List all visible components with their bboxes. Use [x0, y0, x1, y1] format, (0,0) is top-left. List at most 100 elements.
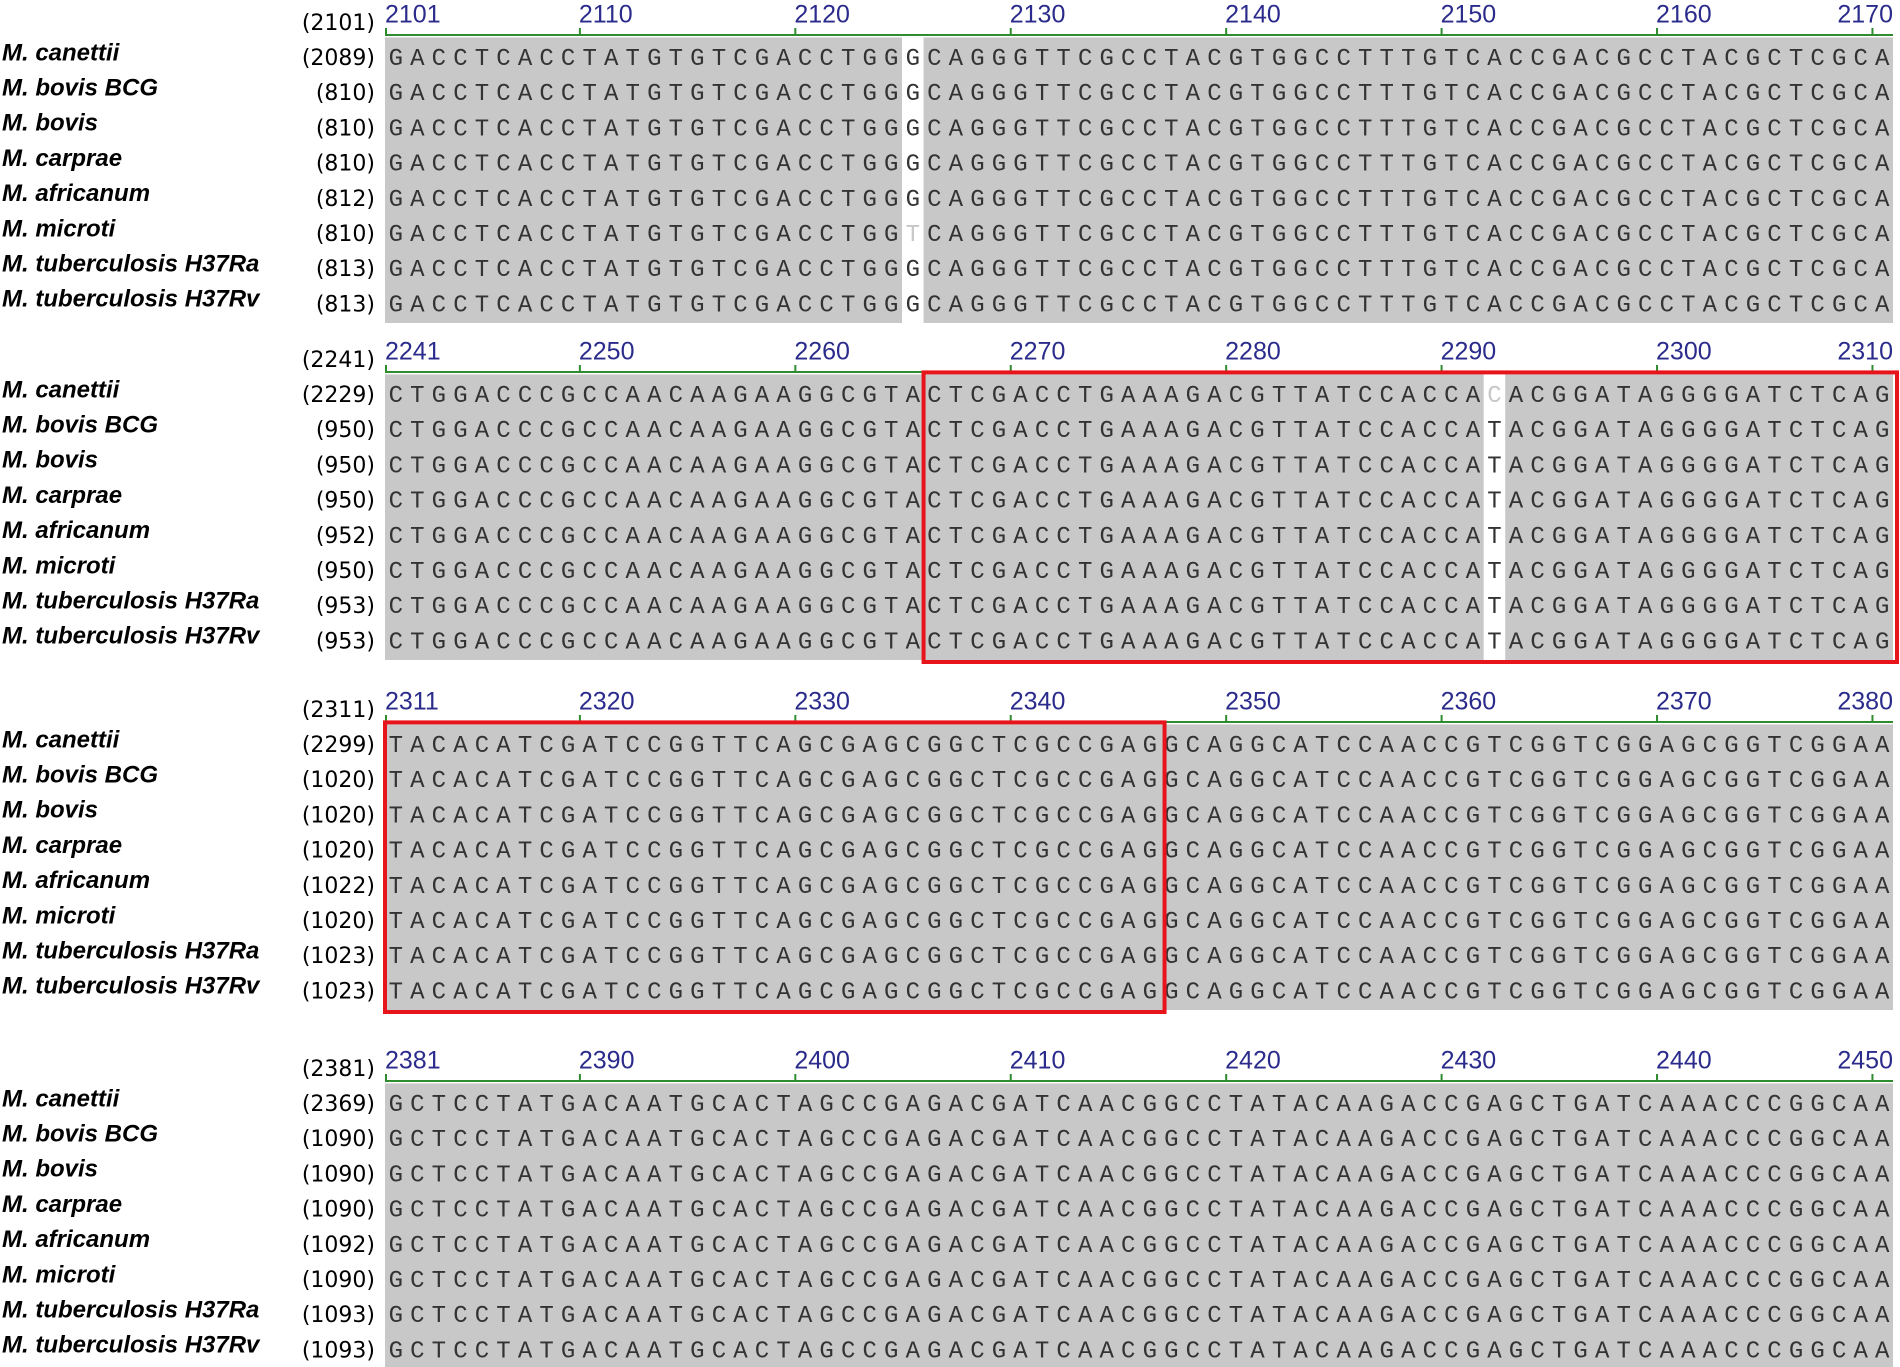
ruler-header: (2311) [302, 698, 375, 723]
ruler-label: 2241 [385, 338, 441, 366]
start-position: (2229) [302, 383, 375, 408]
species-name: M. bovis BCG [2, 75, 158, 102]
alignment-block: (2101) 2101 2110 2120 2130 2140 2150 2160 2170 M.… [2, 1, 1893, 324]
ruler-label: 2280 [1225, 338, 1281, 366]
start-position: (810) [316, 81, 375, 106]
start-position: (950) [316, 559, 375, 584]
ruler-label: 2130 [1010, 1, 1066, 29]
ruler-label: 2430 [1441, 1047, 1497, 1075]
start-position: (812) [316, 187, 375, 212]
alignment-block: (2241) 2241 2250 2260 2270 2280 2290 2300 2310 M.… [2, 338, 1899, 664]
start-position: (1093) [302, 1303, 375, 1328]
ruler-label: 2140 [1225, 1, 1281, 29]
start-position: (1020) [302, 803, 375, 828]
start-position: (953) [316, 594, 375, 619]
species-name: M. tuberculosis H37Ra [2, 588, 259, 615]
species-name: M. carprae [2, 832, 122, 859]
species-name: M. tuberculosis H37Rv [2, 286, 261, 313]
start-position: (1023) [302, 979, 375, 1004]
species-name: M. tuberculosis H37Ra [2, 251, 259, 278]
species-name: M. canettii [2, 726, 121, 753]
start-position: (810) [316, 152, 375, 177]
ruler-label: 2101 [385, 1, 441, 29]
shading [385, 1083, 1893, 1367]
species-name: M. microti [2, 215, 117, 242]
unshaded-column [902, 37, 924, 324]
ruler-label: 2290 [1441, 338, 1497, 366]
start-position: (1090) [302, 1198, 375, 1223]
start-position: (2369) [302, 1092, 375, 1117]
species-name: M. africanum [2, 517, 150, 544]
ruler-label: 2310 [1837, 338, 1893, 366]
start-position: (1020) [302, 909, 375, 934]
species-name: M. canettii [2, 376, 121, 403]
species-name: M. bovis [2, 1156, 98, 1183]
species-name: M. bovis BCG [2, 762, 158, 789]
species-name: M. africanum [2, 180, 150, 207]
start-position: (2089) [302, 46, 375, 71]
ruler-label: 2120 [794, 1, 850, 29]
species-name: M. carprae [2, 145, 122, 172]
start-position: (1020) [302, 768, 375, 793]
ruler-label: 2250 [579, 338, 635, 366]
ruler-label: 2360 [1441, 688, 1497, 716]
start-position: (1090) [302, 1127, 375, 1152]
species-name: M. tuberculosis H37Rv [2, 1332, 261, 1359]
start-position: (2299) [302, 733, 375, 758]
ruler-label: 2311 [385, 688, 439, 716]
start-position: (810) [316, 116, 375, 141]
ruler-label: 2420 [1225, 1047, 1281, 1075]
start-position: (1093) [302, 1338, 375, 1363]
highlight-box [921, 370, 1899, 664]
species-name: M. tuberculosis H37Rv [2, 973, 261, 1000]
start-position: (1023) [302, 944, 375, 969]
start-position: (810) [316, 222, 375, 247]
start-position: (1090) [302, 1162, 375, 1187]
ruler-label: 2381 [385, 1047, 441, 1075]
start-position: (950) [316, 489, 375, 514]
species-name: M. canettii [2, 1085, 121, 1112]
species-name: M. canettii [2, 39, 121, 66]
ruler-label: 2350 [1225, 688, 1281, 716]
species-name: M. microti [2, 902, 117, 929]
species-name: M. africanum [2, 867, 150, 894]
ruler-label: 2150 [1441, 1, 1497, 29]
ruler-label: 2380 [1837, 688, 1893, 716]
species-name: M. microti [2, 1261, 117, 1288]
ruler-label: 2330 [794, 688, 850, 716]
species-name: M. bovis [2, 447, 98, 474]
ruler-header: (2241) [302, 348, 375, 373]
ruler-label: 2170 [1837, 1, 1893, 29]
start-position: (953) [316, 629, 375, 654]
species-name: M. tuberculosis H37Rv [2, 623, 261, 650]
species-name: M. bovis BCG [2, 1121, 158, 1148]
shading [385, 724, 1893, 1010]
alignment-block: (2311) 2311 2320 2330 2340 2350 2360 2370 2380 M.… [2, 688, 1893, 1015]
species-name: M. microti [2, 552, 117, 579]
start-position: (813) [316, 292, 375, 317]
